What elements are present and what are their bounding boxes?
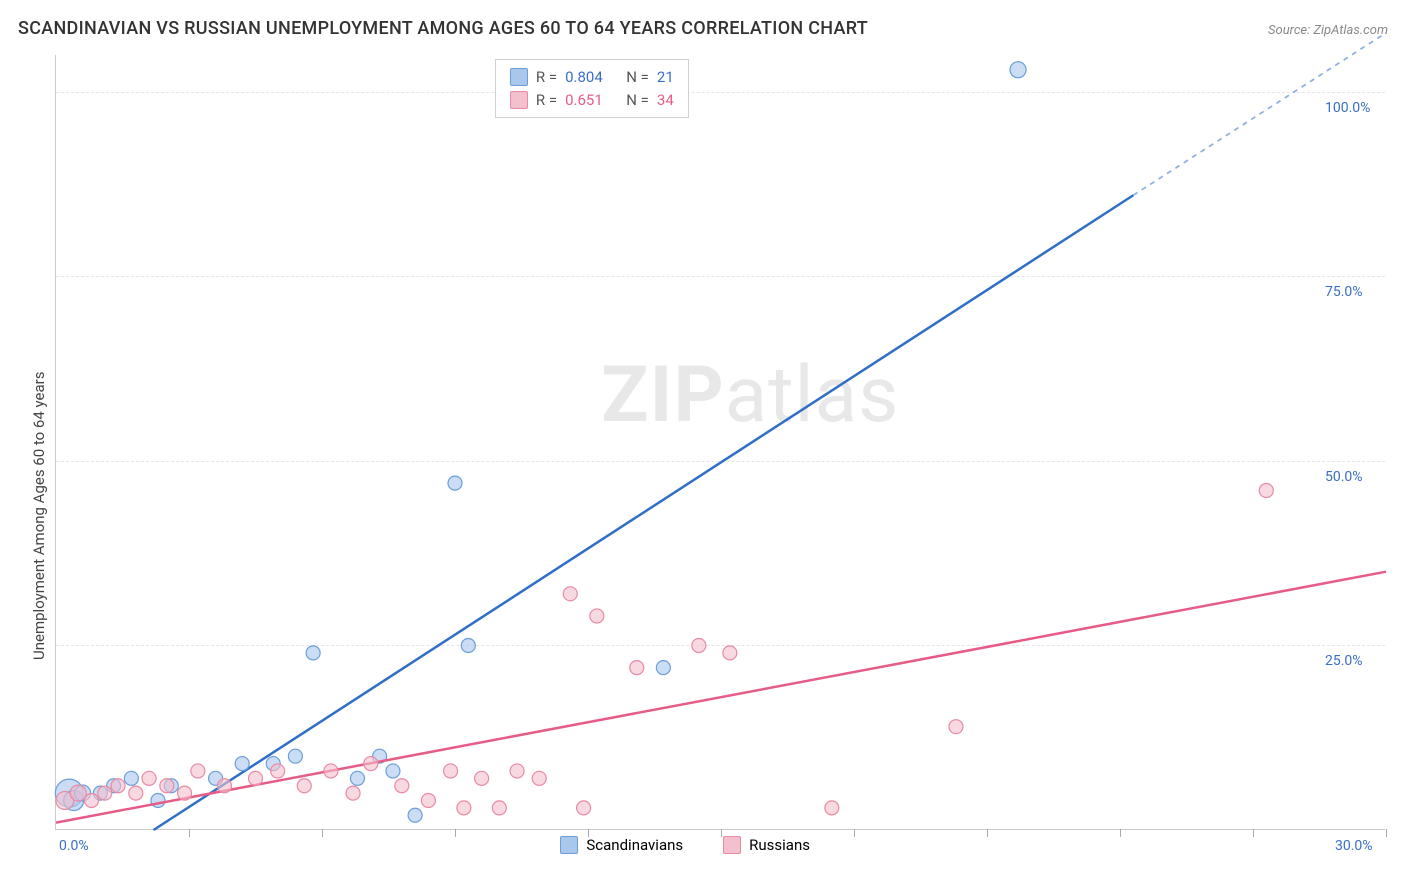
data-point bbox=[692, 638, 706, 652]
stat-n-value: 34 bbox=[657, 89, 674, 112]
x-tick bbox=[1253, 829, 1254, 837]
x-tick bbox=[987, 829, 988, 837]
data-point bbox=[70, 785, 86, 801]
chart-svg bbox=[56, 55, 1386, 830]
data-point bbox=[129, 786, 143, 800]
data-point bbox=[475, 771, 489, 785]
x-tick bbox=[854, 829, 855, 837]
y-tick-label: 100.0% bbox=[1325, 100, 1370, 116]
x-tick bbox=[1120, 829, 1121, 837]
data-point bbox=[191, 764, 205, 778]
stat-n-label: N = bbox=[626, 89, 649, 112]
source-attribution: Source: ZipAtlas.com bbox=[1268, 23, 1388, 38]
title-bar: SCANDINAVIAN VS RUSSIAN UNEMPLOYMENT AMO… bbox=[18, 18, 1388, 39]
data-point bbox=[160, 779, 174, 793]
legend-bottom: Scandinavians Russians bbox=[560, 836, 810, 854]
legend-label: Scandinavians bbox=[586, 836, 683, 854]
data-point bbox=[111, 779, 125, 793]
data-point bbox=[235, 757, 249, 771]
y-tick-label: 50.0% bbox=[1325, 469, 1363, 485]
data-point bbox=[421, 793, 435, 807]
data-point bbox=[297, 779, 311, 793]
data-point bbox=[324, 764, 338, 778]
data-point bbox=[532, 771, 546, 785]
stat-r-value: 0.651 bbox=[565, 89, 603, 112]
x-tick bbox=[455, 829, 456, 837]
x-tick bbox=[189, 829, 190, 837]
data-point bbox=[98, 786, 112, 800]
data-point bbox=[492, 801, 506, 815]
data-point bbox=[630, 661, 644, 675]
data-point bbox=[457, 801, 471, 815]
legend-swatch-icon bbox=[723, 836, 741, 854]
data-point bbox=[590, 609, 604, 623]
data-point bbox=[408, 808, 422, 822]
stat-r-label: R = bbox=[536, 89, 557, 112]
data-point bbox=[178, 786, 192, 800]
data-point bbox=[306, 646, 320, 660]
stats-box: R = 0.804 N = 21 R = 0.651 N = 34 bbox=[495, 59, 689, 118]
legend-swatch-icon bbox=[560, 836, 578, 854]
legend-swatch-icon bbox=[510, 68, 528, 86]
data-point bbox=[656, 661, 670, 675]
data-point bbox=[142, 771, 156, 785]
data-point bbox=[364, 757, 378, 771]
stat-n-label: N = bbox=[626, 66, 649, 89]
data-point bbox=[949, 720, 963, 734]
x-max-label: 30.0% bbox=[1335, 838, 1373, 854]
data-point bbox=[563, 587, 577, 601]
y-axis-label: Unemployment Among Ages 60 to 64 years bbox=[30, 371, 48, 659]
data-point bbox=[1010, 62, 1026, 78]
data-point bbox=[84, 793, 98, 807]
data-point bbox=[461, 638, 475, 652]
plot-frame: ZIPatlas R =0.804 N = 21R =0.651 N = 34 bbox=[55, 55, 1385, 830]
trend-line bbox=[154, 195, 1134, 830]
data-point bbox=[249, 771, 263, 785]
stat-n-value: 21 bbox=[657, 66, 674, 89]
legend-item: Russians bbox=[723, 836, 810, 854]
data-point bbox=[271, 764, 285, 778]
data-point bbox=[288, 749, 302, 763]
legend-label: Russians bbox=[749, 836, 810, 854]
data-point bbox=[395, 779, 409, 793]
data-point bbox=[723, 646, 737, 660]
data-point bbox=[825, 801, 839, 815]
data-point bbox=[217, 779, 231, 793]
data-point bbox=[448, 476, 462, 490]
data-point bbox=[510, 764, 524, 778]
x-tick bbox=[1386, 829, 1387, 837]
data-point bbox=[346, 786, 360, 800]
x-origin-label: 0.0% bbox=[59, 838, 89, 854]
data-point bbox=[386, 764, 400, 778]
data-point bbox=[124, 771, 138, 785]
x-tick bbox=[322, 829, 323, 837]
stats-row: R = 0.804 N = 21 bbox=[510, 66, 674, 89]
source-name: ZipAtlas.com bbox=[1313, 23, 1388, 38]
legend-swatch-icon bbox=[510, 91, 528, 109]
legend-item: Scandinavians bbox=[560, 836, 683, 854]
chart-title: SCANDINAVIAN VS RUSSIAN UNEMPLOYMENT AMO… bbox=[18, 18, 868, 39]
source-prefix: Source: bbox=[1268, 23, 1313, 38]
data-point bbox=[577, 801, 591, 815]
data-point bbox=[444, 764, 458, 778]
stats-row: R = 0.651 N = 34 bbox=[510, 89, 674, 112]
y-tick-label: 75.0% bbox=[1325, 284, 1363, 300]
y-tick-label: 25.0% bbox=[1325, 653, 1363, 669]
stat-r-value: 0.804 bbox=[565, 66, 603, 89]
data-point bbox=[350, 771, 364, 785]
data-point bbox=[1259, 483, 1273, 497]
stat-r-label: R = bbox=[536, 66, 557, 89]
